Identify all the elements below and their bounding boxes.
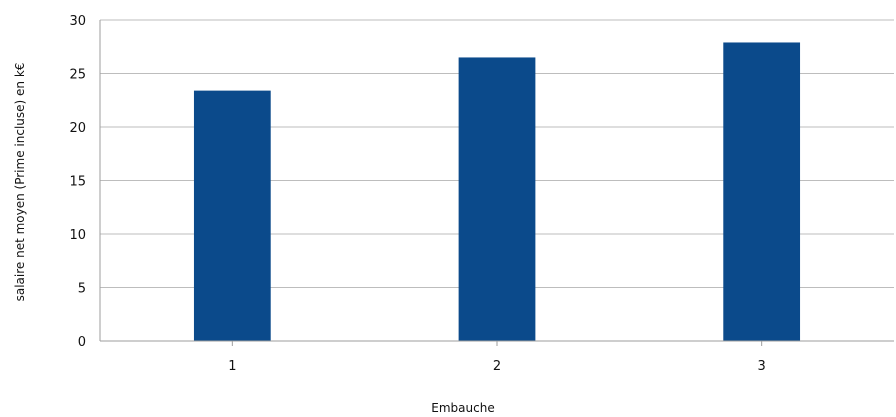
y-tick-label-25: 25 <box>69 68 86 83</box>
y-axis-label: salaire net moyen (Prime incluse) en k€ <box>13 63 27 302</box>
bar-2 <box>458 57 536 341</box>
y-tick-label-30: 30 <box>69 14 86 29</box>
y-tick-label-20: 20 <box>69 121 86 136</box>
x-tick-label-1: 1 <box>228 359 236 374</box>
y-tick-labels: 0 5 10 15 20 25 30 <box>69 14 86 350</box>
bar-1 <box>193 90 271 342</box>
x-tick-label-2: 2 <box>493 359 501 374</box>
x-tick-labels: 1 2 3 <box>228 341 766 374</box>
y-tick-label-5: 5 <box>78 282 86 297</box>
y-tick-label-0: 0 <box>78 335 86 350</box>
bars <box>193 42 801 342</box>
x-tick-label-3: 3 <box>758 359 766 374</box>
y-tick-label-15: 15 <box>69 175 86 190</box>
x-axis-label: Embauche <box>431 401 494 415</box>
y-tick-label-10: 10 <box>69 228 86 243</box>
bar-3 <box>723 42 801 341</box>
